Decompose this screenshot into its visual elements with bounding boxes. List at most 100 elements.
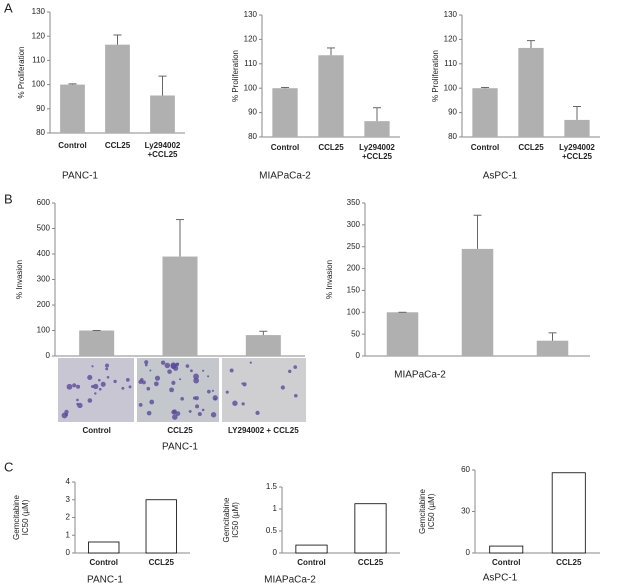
- y-tick-label: 0: [356, 351, 361, 360]
- error-bar: [548, 332, 557, 341]
- x-tick-label: Ly294002 +CCL25: [145, 141, 181, 159]
- cell: [164, 362, 171, 369]
- error-bar: [68, 83, 77, 85]
- cell: [202, 369, 205, 372]
- x-tick-label: LY294002 + CCL25: [228, 426, 299, 435]
- bar: [272, 88, 298, 137]
- y-tick-label: 1: [273, 504, 278, 513]
- x-tick-label: CCL25: [149, 558, 175, 567]
- y-tick-label: 300: [347, 220, 361, 229]
- y-tick-label: 90: [248, 108, 257, 117]
- cell: [113, 379, 117, 384]
- cell: [195, 404, 200, 409]
- cell: [201, 408, 205, 412]
- cell: [193, 377, 200, 384]
- bar: [472, 88, 498, 137]
- y-tick-label: 110: [244, 59, 257, 68]
- bar: [489, 545, 524, 554]
- cell: [288, 369, 292, 374]
- panel-label: A: [4, 0, 13, 15]
- y-tick-label: 200: [37, 300, 51, 309]
- cell: [169, 387, 174, 393]
- y-tick-label: 80: [36, 128, 45, 137]
- y-tick-label: 100: [347, 307, 361, 316]
- y-tick-label: 100: [444, 83, 458, 92]
- cell: [185, 364, 190, 368]
- chart-title: PANC-1: [87, 575, 123, 585]
- y-tick-label: 500: [37, 224, 51, 233]
- y-tick-label: 100: [32, 80, 46, 89]
- cell: [72, 383, 77, 388]
- micrographs: [58, 358, 306, 422]
- cell: [293, 365, 298, 369]
- cell: [144, 360, 149, 365]
- cell: [138, 402, 143, 407]
- cell: [241, 402, 245, 406]
- chart-title: MIAPaCa-2: [264, 575, 316, 585]
- x-tick-label: Ly294002 +CCL25: [559, 143, 595, 161]
- cell: [255, 410, 260, 415]
- error-bar: [113, 34, 122, 45]
- cell: [138, 379, 143, 385]
- cell: [91, 365, 94, 368]
- y-tick-label: 600: [37, 198, 51, 207]
- cell: [180, 397, 184, 401]
- cell: [146, 386, 151, 391]
- chart-title: MIAPaCa-2: [259, 171, 311, 182]
- micrograph: [222, 358, 306, 422]
- micrograph: [58, 358, 134, 422]
- bar: [318, 55, 344, 138]
- cell: [175, 411, 181, 416]
- cell: [197, 411, 202, 417]
- cell: [144, 363, 148, 367]
- cell: [98, 387, 102, 391]
- y-tick-label: 250: [347, 242, 361, 251]
- error-bar: [281, 86, 289, 89]
- y-tick-label: 60: [461, 465, 470, 474]
- panel-label: B: [4, 191, 13, 206]
- x-tick-label: Control: [90, 558, 118, 567]
- cell: [94, 392, 97, 395]
- cell: [149, 399, 155, 405]
- cell: [76, 398, 79, 402]
- x-tick-label: Ly294002 +CCL25: [359, 143, 395, 161]
- error-bar: [527, 40, 535, 48]
- y-tick-label: 120: [444, 35, 458, 44]
- error-bar: [481, 86, 489, 89]
- chart-title: PANC-1: [162, 442, 198, 453]
- cell: [87, 398, 93, 403]
- cell: [65, 413, 69, 417]
- y-axis-label: % Proliferation: [231, 50, 240, 102]
- error-bar: [158, 75, 167, 96]
- y-tick-label: 50: [351, 329, 360, 338]
- error-bar: [473, 214, 482, 249]
- bar: [354, 503, 387, 554]
- bar: [551, 472, 586, 554]
- cell: [194, 396, 199, 401]
- y-axis-label: % Invasion: [325, 260, 334, 299]
- y-tick-label: 80: [448, 132, 457, 141]
- y-tick-label: 120: [244, 35, 258, 44]
- cell: [213, 397, 217, 401]
- x-tick-label: Control: [58, 141, 86, 150]
- y-axis-label: GemcitabineIC50 (µM): [222, 497, 240, 542]
- x-tick-label: Control: [471, 143, 499, 152]
- cell: [190, 369, 193, 373]
- error-bar: [259, 330, 268, 336]
- y-tick-label: 120: [32, 31, 46, 40]
- cell: [225, 390, 229, 394]
- cell: [193, 373, 199, 380]
- chart-title: AsPC-1: [483, 171, 518, 182]
- cell: [154, 375, 161, 381]
- y-axis-label: GemcitabineIC50 (µM): [12, 495, 30, 540]
- y-tick-label: 200: [347, 264, 361, 273]
- cell: [100, 381, 106, 387]
- cell: [207, 375, 210, 378]
- y-axis-label: % Proliferation: [431, 50, 440, 102]
- cell: [91, 384, 95, 389]
- error-bar: [327, 47, 335, 56]
- bar: [88, 541, 120, 554]
- y-tick-label: 100: [244, 83, 258, 92]
- cell: [106, 375, 110, 379]
